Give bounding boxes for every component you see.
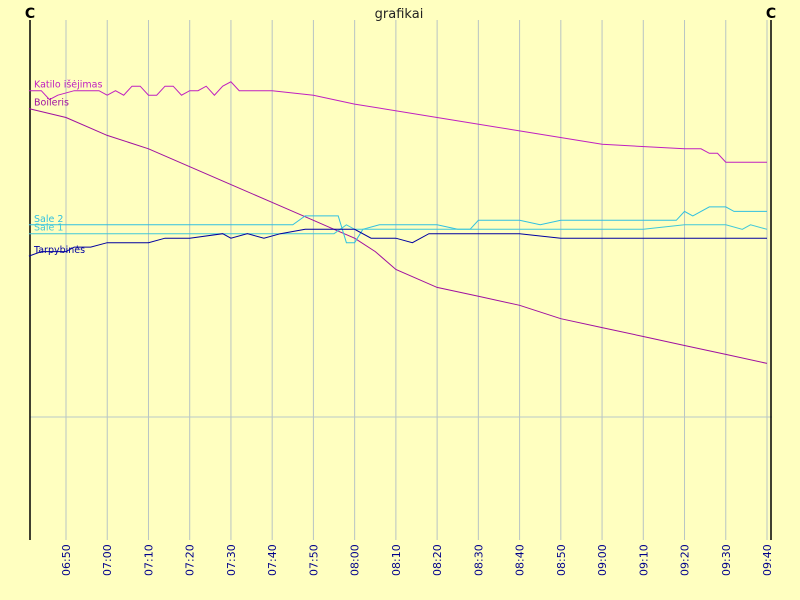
series-label-4: Tarpybinės: [33, 245, 85, 256]
x-tick-label: 07:00: [101, 544, 114, 576]
series-label-1: Boileris: [34, 98, 69, 109]
x-tick-label: 08:00: [349, 544, 362, 576]
x-tick-label: 07:20: [184, 544, 197, 576]
series-label-3: Sale 1: [34, 223, 63, 234]
chart-title: grafikai: [375, 7, 424, 22]
series-label-2: Sale 2: [34, 214, 63, 225]
x-tick-label: 08:20: [431, 544, 444, 576]
series-line-1: [28, 108, 768, 364]
x-tick-label: 09:30: [720, 544, 733, 576]
x-tick-label: 09:00: [596, 544, 609, 576]
x-tick-label: 09:20: [679, 544, 692, 576]
x-tick-label: 08:10: [390, 544, 403, 576]
x-tick-label: 07:10: [142, 544, 155, 576]
x-tick-labels: 06:50 07:00 07:10 07:20 07:30 07:40 07:50 08:00…: [60, 544, 774, 576]
series-line-4: [28, 228, 767, 257]
x-tick-label: 07:50: [307, 544, 320, 576]
series-line-2: [28, 206, 767, 244]
x-tick-label: 08:30: [472, 544, 485, 576]
series-lines: [28, 81, 768, 364]
x-tick-label: 09:10: [637, 544, 650, 576]
y-unit-right: C: [766, 6, 776, 22]
series-line-3: [28, 224, 768, 235]
x-tick-label: 07:30: [225, 544, 238, 576]
x-tick-label: 08:50: [555, 544, 568, 576]
x-tick-label: 08:40: [514, 544, 527, 576]
x-tick-label: 09:40: [761, 544, 774, 576]
x-tick-label: 06:50: [60, 544, 73, 576]
grid: [65, 20, 768, 540]
x-tick-label: 07:40: [266, 544, 279, 576]
series-line-0: [28, 81, 767, 163]
y-unit-left: C: [25, 6, 35, 22]
series-label-0: Katilo išėjimas: [34, 80, 103, 91]
